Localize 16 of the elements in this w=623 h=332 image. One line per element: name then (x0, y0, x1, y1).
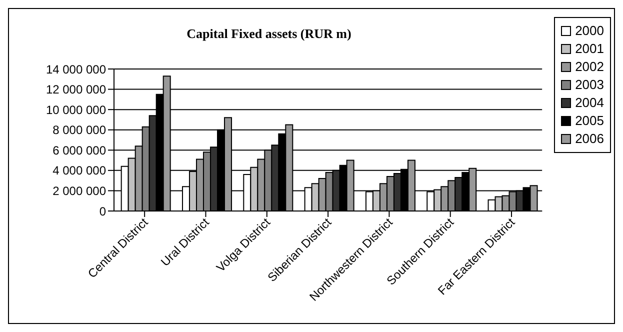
chart-title: Capital Fixed assets (RUR m) (186, 26, 352, 42)
y-tick-label: 2 000 000 (52, 184, 106, 198)
y-tick-label: 14 000 000 (46, 62, 106, 76)
legend-label: 2000 (575, 23, 604, 38)
legend-label: 2001 (575, 41, 604, 56)
y-tick-label: 12 000 000 (46, 82, 106, 97)
legend-label: 2002 (575, 59, 604, 74)
y-tick-label: 0 (99, 204, 106, 218)
legend-label: 2004 (575, 95, 604, 110)
legend-label: 2003 (575, 77, 604, 92)
y-tick-label: 4 000 000 (52, 164, 106, 178)
y-tick-label: 6 000 000 (52, 143, 106, 158)
legend-label: 2006 (575, 131, 604, 146)
y-tick-label: 10 000 000 (46, 102, 106, 117)
legend-label: 2005 (575, 113, 604, 128)
y-tick-label: 8 000 000 (52, 123, 106, 138)
